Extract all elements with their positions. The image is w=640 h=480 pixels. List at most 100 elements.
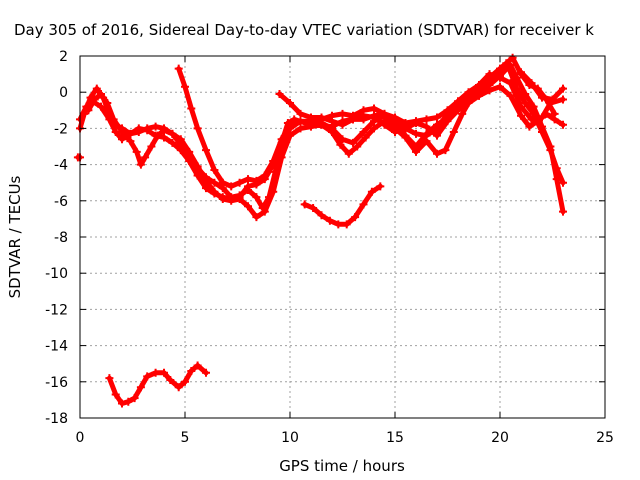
x-tick-label: 0	[76, 430, 85, 446]
data-point	[412, 147, 420, 156]
data-point	[296, 109, 305, 118]
data-point	[147, 142, 156, 151]
y-tick-label: 0	[59, 85, 68, 101]
data-point	[542, 109, 551, 118]
data-point	[328, 117, 336, 126]
data-point	[391, 113, 399, 122]
data-point	[218, 178, 227, 187]
x-tick-label: 5	[181, 430, 190, 446]
data-point	[296, 117, 305, 126]
data-point	[422, 129, 431, 138]
data-point	[275, 90, 284, 99]
x-axis-label: GPS time / hours	[279, 457, 405, 475]
data-point	[252, 193, 261, 202]
data-point	[342, 220, 351, 229]
data-point	[367, 187, 376, 196]
data-point	[84, 106, 93, 115]
data-point	[422, 137, 431, 146]
data-point	[109, 115, 118, 124]
data-point	[260, 171, 269, 180]
data-point	[296, 124, 305, 133]
data-point	[496, 73, 504, 82]
data-point	[124, 397, 133, 406]
data-point	[559, 178, 567, 187]
data-point	[126, 129, 135, 138]
data-point	[559, 120, 567, 129]
data-point	[126, 137, 135, 146]
data-point	[458, 109, 467, 118]
data-point	[160, 368, 168, 377]
data-point	[300, 200, 309, 209]
data-point	[185, 147, 194, 156]
data-point	[533, 117, 542, 126]
data-point	[244, 175, 252, 184]
data-point	[422, 122, 431, 131]
y-tick-label: -14	[45, 339, 68, 355]
data-point	[433, 149, 441, 158]
data-point	[244, 202, 252, 211]
data-point	[344, 149, 353, 158]
data-point	[269, 187, 278, 196]
data-point	[176, 146, 185, 155]
data-point	[538, 93, 546, 102]
data-point	[349, 115, 357, 124]
data-point	[559, 207, 567, 216]
data-point	[269, 156, 278, 165]
data-point	[317, 113, 326, 122]
data-point	[210, 187, 219, 196]
data-point	[210, 166, 219, 175]
data-point	[235, 194, 244, 203]
data-point	[181, 82, 189, 91]
data-point	[485, 73, 494, 82]
data-point	[166, 375, 175, 384]
data-point	[153, 131, 162, 140]
data-point	[97, 90, 105, 99]
data-point	[168, 138, 177, 147]
data-point	[538, 128, 546, 137]
data-point	[422, 115, 431, 124]
data-point	[174, 64, 183, 73]
data-point	[286, 120, 294, 129]
chart-title: Day 305 of 2016, Sidereal Day-to-day VTE…	[14, 21, 594, 39]
series-track-h	[302, 183, 383, 227]
data-point	[118, 128, 126, 137]
data-point	[353, 142, 362, 151]
y-tick-label: -6	[54, 194, 68, 210]
data-point	[401, 133, 410, 142]
y-tick-label: -2	[54, 121, 68, 137]
data-point	[334, 220, 343, 229]
data-point	[548, 95, 557, 104]
data-point	[559, 95, 567, 104]
data-point	[118, 135, 126, 144]
data-point	[527, 79, 536, 88]
data-point	[338, 109, 347, 118]
data-point	[401, 124, 410, 133]
data-point	[433, 131, 441, 140]
data-point	[260, 207, 269, 216]
data-point	[441, 146, 450, 155]
data-point	[136, 383, 145, 392]
data-point	[143, 126, 152, 135]
data-point	[475, 80, 483, 89]
data-point	[527, 115, 536, 124]
data-point	[496, 64, 504, 73]
data-point	[143, 372, 152, 381]
data-point	[134, 124, 143, 133]
data-point	[307, 113, 315, 122]
data-point	[412, 129, 420, 138]
data-point	[309, 204, 318, 213]
data-point	[380, 120, 389, 129]
data-point	[168, 129, 177, 138]
data-point	[286, 131, 294, 140]
data-point	[546, 146, 555, 155]
data-point	[380, 109, 389, 118]
data-point	[370, 124, 378, 133]
data-point	[485, 86, 494, 95]
data-point	[90, 95, 99, 104]
data-point	[105, 374, 114, 383]
data-point	[151, 122, 160, 131]
data-point	[464, 99, 473, 108]
data-point	[202, 368, 210, 377]
data-point	[210, 178, 219, 187]
